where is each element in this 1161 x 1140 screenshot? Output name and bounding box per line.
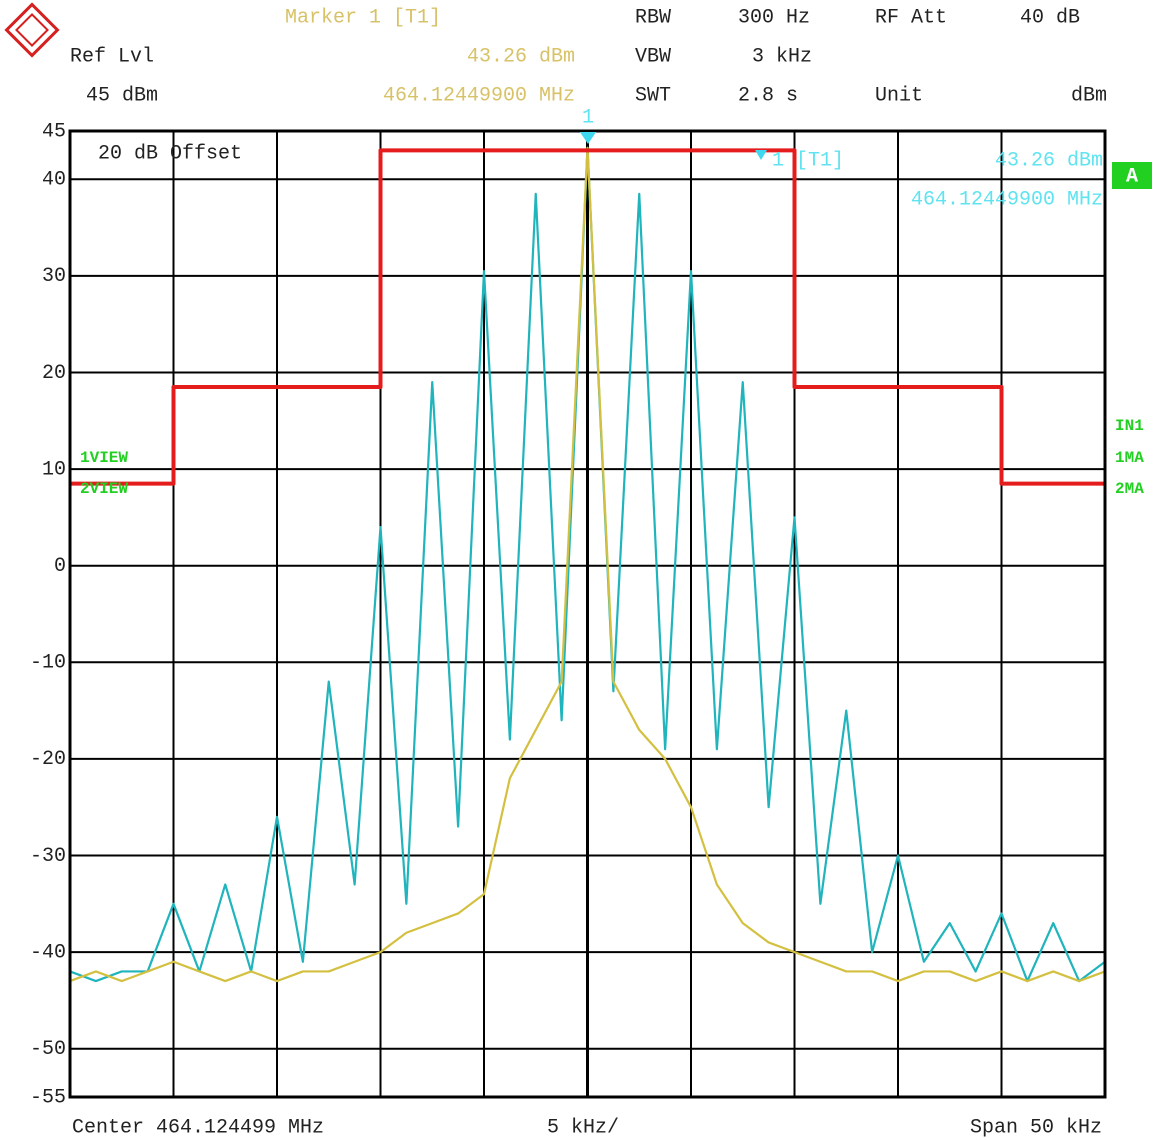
rbw-label: RBW — [635, 6, 671, 29]
marker-info-freq: 464.12449900 MHz — [911, 188, 1103, 211]
y-tick-label: -50 — [30, 1038, 66, 1061]
marker-info-level: 43.26 dBm — [995, 149, 1103, 172]
right-label: 1MA — [1115, 449, 1144, 467]
y-tick-label: -30 — [30, 845, 66, 868]
left-label: 1VIEW — [80, 449, 128, 467]
marker-level: 43.26 dBm — [467, 45, 575, 68]
y-tick-label: 30 — [42, 265, 66, 288]
y-tick-label: 10 — [42, 458, 66, 481]
marker-number: 1 — [582, 106, 594, 129]
trace-box — [1112, 162, 1152, 189]
offset-note: 20 dB Offset — [98, 142, 242, 165]
y-tick-label: -55 — [30, 1086, 66, 1109]
ref-lvl-label: Ref Lvl — [70, 45, 154, 68]
marker-tag: 1 [T1] — [772, 149, 844, 172]
plot-frame — [68, 129, 1107, 1099]
y-tick-label: -20 — [30, 748, 66, 771]
rbw: 300 Hz — [738, 6, 810, 29]
marker-title: Marker 1 [T1] — [285, 6, 441, 29]
vbw: 3 kHz — [752, 45, 812, 68]
right-label: 2MA — [1115, 480, 1144, 498]
y-tick-label: -40 — [30, 941, 66, 964]
y-tick-label: 45 — [42, 120, 66, 143]
center-freq: Center 464.124499 MHz — [72, 1116, 324, 1139]
swt: 2.8 s — [738, 84, 798, 107]
unit-label: Unit — [875, 84, 923, 107]
span: Span 50 kHz — [970, 1116, 1102, 1139]
y-tick-label: -10 — [30, 652, 66, 675]
marker-triangle — [580, 132, 596, 144]
ref-lvl: 45 dBm — [86, 84, 158, 107]
marker-freq: 464.12449900 MHz — [383, 84, 575, 107]
logo — [4, 2, 60, 58]
unit: dBm — [1071, 84, 1107, 107]
trace-box-label: A — [1126, 165, 1138, 188]
left-label: 2VIEW — [80, 480, 128, 498]
rf-att-label: RF Att — [875, 6, 947, 29]
vbw-label: VBW — [635, 45, 671, 68]
per-div: 5 kHz/ — [547, 1116, 619, 1139]
plot — [68, 129, 1107, 1099]
trace — [69, 146, 1106, 983]
y-tick-label: 20 — [42, 362, 66, 385]
y-tick-label: 40 — [42, 169, 66, 192]
right-label: IN1 — [1115, 417, 1144, 435]
trace — [70, 148, 1105, 486]
y-tick-label: 0 — [54, 555, 66, 578]
rf-att: 40 dB — [1020, 6, 1080, 29]
marker-info-triangle — [755, 150, 767, 160]
swt-label: SWT — [635, 84, 671, 107]
